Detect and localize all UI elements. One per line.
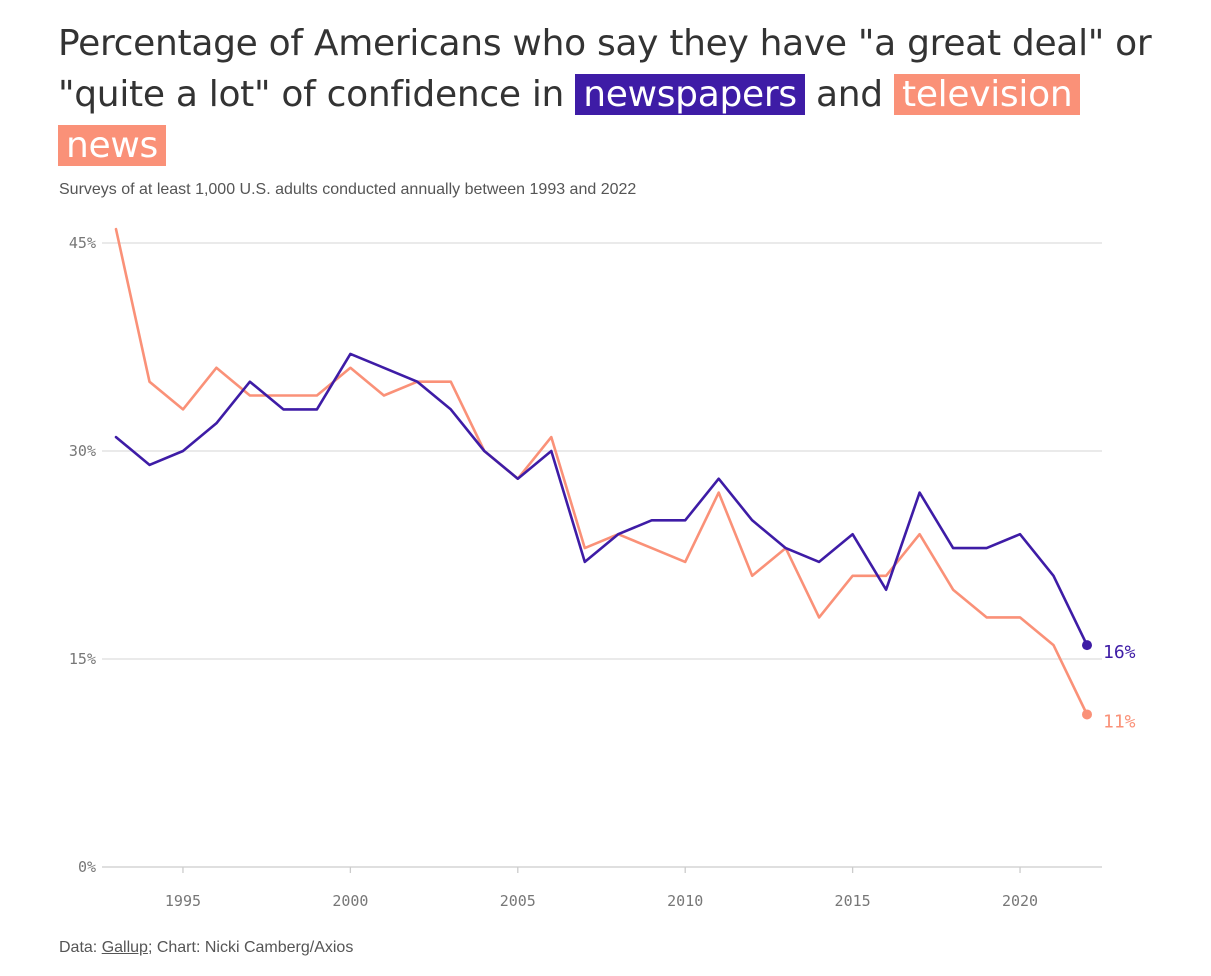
- title-middle: and: [816, 74, 883, 115]
- title-highlight-newspapers: newspapers: [575, 74, 805, 115]
- x-tick-label: 2010: [667, 892, 703, 910]
- end-label-television-news: 11%: [1103, 711, 1136, 732]
- footer-data-prefix: Data:: [59, 939, 102, 956]
- series-endpoint-television-news: [1082, 709, 1092, 720]
- y-tick-label: 15%: [69, 650, 96, 668]
- y-tick-label: 0%: [78, 858, 96, 876]
- grid-layer: 0% 15% 30% 45%: [69, 234, 1102, 876]
- series-layer: [114, 227, 1092, 720]
- x-tick-label: 2015: [835, 892, 871, 910]
- y-tick-label: 45%: [69, 234, 96, 252]
- x-tick-label: 1995: [165, 892, 201, 910]
- x-tick-label: 2005: [500, 892, 536, 910]
- x-tick-label: 2000: [332, 892, 368, 910]
- chart-title: Percentage of Americans who say they hav…: [58, 18, 1168, 171]
- source-link[interactable]: Gallup: [101, 939, 148, 956]
- footer-credit: ; Chart: Nicki Camberg/Axios: [147, 939, 354, 956]
- chart-footer: Data: Gallup; Chart: Nicki Camberg/Axios: [59, 939, 353, 957]
- x-tick-label: 2020: [1002, 892, 1038, 910]
- end-label-newspapers: 16%: [1103, 642, 1136, 663]
- end-label-layer: 11% 16%: [1103, 642, 1136, 732]
- series-line-newspapers: [114, 352, 1089, 647]
- y-tick-label: 30%: [69, 442, 96, 460]
- x-axis: 1995 2000 2005 2010 2015 2020: [165, 867, 1038, 910]
- series-endpoint-newspapers: [1082, 640, 1092, 651]
- chart-subtitle: Surveys of at least 1,000 U.S. adults co…: [59, 181, 637, 198]
- title-prefix: Percentage of Americans who say they hav…: [58, 23, 1152, 115]
- series-line-television-news: [114, 227, 1089, 716]
